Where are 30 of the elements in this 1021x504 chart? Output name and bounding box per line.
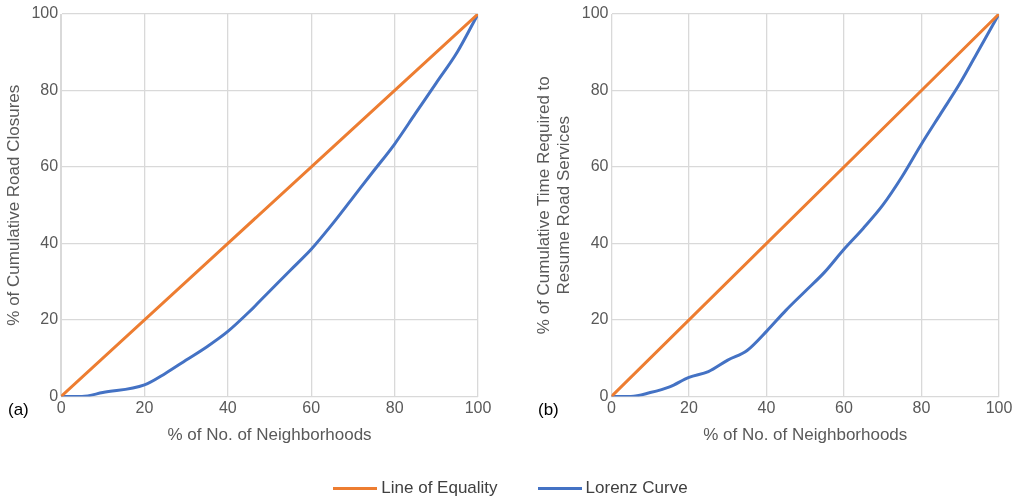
x-axis-title: % of No. of Neighborhoods xyxy=(703,425,908,445)
text: (b) xyxy=(538,400,559,420)
x-tick-label: 60 xyxy=(835,399,853,417)
y-tick-label: 100 xyxy=(31,4,59,22)
x-tick-label: 80 xyxy=(385,399,404,417)
legend-label: Line of Equality xyxy=(381,478,498,498)
text: (a) xyxy=(8,400,29,420)
x-axis-title: % of No. of Neighborhoods xyxy=(167,425,372,445)
y-tick-label: 20 xyxy=(40,310,59,328)
y-tick-label: 100 xyxy=(581,4,609,22)
y-axis-title: % of Cumulative Time Required to Resume Road Services xyxy=(533,76,574,335)
x-tick-label: 60 xyxy=(302,399,321,417)
y-tick-label: 60 xyxy=(40,157,59,175)
y-tick-label: 20 xyxy=(590,310,609,328)
y-tick-label: 40 xyxy=(590,233,609,251)
x-tick-label: 40 xyxy=(757,399,776,417)
y-axis-title: % of Cumulative Road Closures xyxy=(3,84,23,326)
legend-label: Lorenz Curve xyxy=(585,478,688,498)
x-tick-label: 80 xyxy=(912,399,931,417)
y-tick-label: 80 xyxy=(590,80,609,98)
x-tick-label: 100 xyxy=(985,399,1013,417)
x-tick-label: 100 xyxy=(464,399,492,417)
y-tick-label: 0 xyxy=(49,386,59,404)
y-tick-label: 60 xyxy=(590,157,609,175)
x-tick-label: 20 xyxy=(135,399,154,417)
y-tick-label: 40 xyxy=(40,233,59,251)
x-tick-label: 20 xyxy=(680,399,698,417)
y-tick-label: 80 xyxy=(40,80,59,98)
x-tick-label: 40 xyxy=(218,399,237,417)
y-tick-label: 0 xyxy=(599,386,609,404)
